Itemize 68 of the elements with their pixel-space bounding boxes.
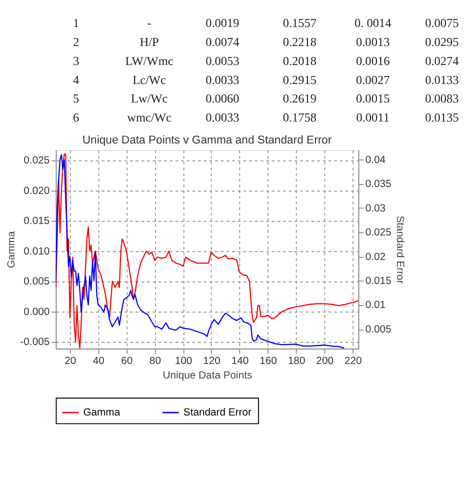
text: - [147,16,152,30]
x-tick-label: 20 [64,356,76,368]
text: 0.0075 [425,16,459,30]
x-tick-label: 80 [149,356,162,368]
text: 0.1557 [282,16,317,30]
text: 0.0027 [356,72,390,87]
text: 0.0016 [356,54,390,68]
y-axis-title: Gamma [6,231,18,268]
x-tick-label: 40 [92,356,105,368]
y-tick-label: 0.005 [24,276,50,288]
text: Lw/Wc [130,92,168,106]
text: wmc/Wc [127,110,172,125]
text: 0.0133 [425,72,459,87]
text: 5 [73,92,80,106]
text: 1 [73,16,80,30]
text: H/P [140,35,159,49]
legend-label: Gamma [83,407,120,418]
text: 0.0013 [356,35,390,49]
text: 0.0083 [425,92,459,106]
text: 0.2915 [282,72,317,87]
text: 6 [73,110,80,125]
text: 0.0074 [206,35,240,49]
text: 2 [73,35,80,49]
y2-tick-label: 0.015 [365,276,392,288]
text: 0.0011 [356,110,390,125]
y-tick-label: -0.005 [20,337,50,348]
text: 0.0033 [206,72,240,87]
text: 0.0053 [206,54,240,68]
x-tick-label: 180 [288,356,306,368]
text: 0.0274 [425,54,459,68]
y2-tick-label: 0.035 [365,179,392,190]
text: 0.1758 [282,110,317,125]
x-tick-label: 220 [344,356,362,368]
x-axis-title: Unique Data Points [162,370,252,382]
y2-tick-label: 0.01 [365,300,386,312]
x-tick-label: 140 [231,356,249,368]
y2-tick-label: 0.025 [365,228,392,239]
y-tick-label: 0.000 [24,306,50,318]
text: 0.0135 [425,110,459,125]
x-tick-label: 160 [260,356,278,368]
y-tick-label: 0.015 [24,216,50,228]
y2-axis-title: Standard Error [394,216,406,284]
x-tick-label: 60 [121,356,133,368]
text: 0.2218 [282,35,317,49]
y-tick-label: 0.020 [24,186,50,197]
text: Lc/Wc [132,72,167,87]
y-tick-label: 0.025 [24,156,50,167]
text: 0.0295 [425,35,459,49]
text: 0.2018 [282,54,317,68]
y2-tick-label: 0.03 [365,203,386,214]
text: 0.0019 [206,16,240,30]
text: 4 [73,72,80,87]
text: 0.0033 [206,110,240,125]
text: LW/Wmc [125,54,174,68]
x-tick-label: 120 [203,356,221,368]
y2-tick-label: 0.005 [365,324,392,336]
y-tick-label: 0.010 [24,246,50,258]
text: 0.0060 [206,92,240,106]
y2-tick-label: 0.02 [365,252,386,263]
chart-title: Unique Data Points v Gamma and Standard Error [82,134,332,146]
text: 0. 0014 [354,16,392,30]
y2-tick-label: 0.04 [365,154,386,166]
legend-label: Standard Error [183,407,252,418]
x-tick-label: 200 [316,356,334,368]
text: 0.0015 [356,92,390,106]
x-tick-label: 100 [174,356,192,368]
text: 3 [73,54,80,68]
text: 0.2619 [282,92,317,106]
